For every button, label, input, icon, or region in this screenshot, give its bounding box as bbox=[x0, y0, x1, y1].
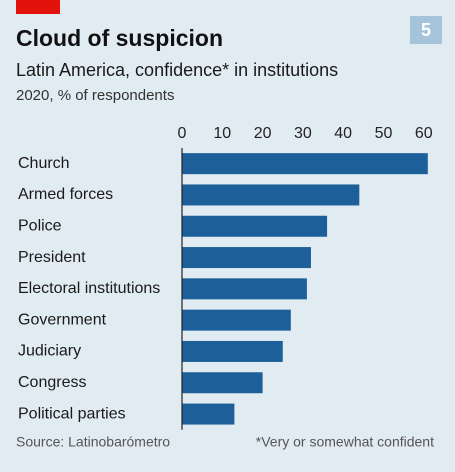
badge-box bbox=[410, 16, 442, 44]
x-tick-label: 30 bbox=[294, 125, 312, 142]
category-label: Armed forces bbox=[18, 186, 113, 203]
category-label: Judiciary bbox=[18, 343, 81, 360]
bar bbox=[182, 247, 311, 269]
bar bbox=[182, 184, 360, 206]
units-note: 2020, % of respondents bbox=[16, 87, 174, 104]
bar bbox=[182, 278, 307, 300]
chart-title: Cloud of suspicion bbox=[16, 25, 223, 51]
source: Source: Latinobarómetro bbox=[16, 434, 170, 450]
bar bbox=[182, 403, 235, 425]
category-label: Police bbox=[18, 217, 62, 234]
red-tag bbox=[16, 0, 60, 14]
category-label: Church bbox=[18, 155, 70, 172]
category-label: President bbox=[18, 249, 86, 266]
x-tick-label: 40 bbox=[334, 125, 352, 142]
bar bbox=[182, 215, 328, 237]
footnote: *Very or somewhat confident bbox=[256, 434, 434, 450]
category-label: Government bbox=[18, 311, 107, 328]
bar bbox=[182, 153, 428, 175]
category-label: Electoral institutions bbox=[18, 280, 160, 297]
x-tick-label: 0 bbox=[178, 125, 187, 142]
x-tick-label: 10 bbox=[213, 125, 231, 142]
bar bbox=[182, 340, 283, 362]
chart-subtitle: Latin America, confidence* in institutio… bbox=[16, 60, 338, 80]
badge: 5 bbox=[421, 20, 431, 40]
x-tick-label: 50 bbox=[375, 125, 393, 142]
x-tick-label: 60 bbox=[415, 125, 433, 142]
bar bbox=[182, 309, 291, 331]
bar bbox=[182, 372, 263, 394]
category-label: Political parties bbox=[18, 405, 126, 422]
x-tick-label: 20 bbox=[254, 125, 272, 142]
category-label: Congress bbox=[18, 374, 86, 391]
